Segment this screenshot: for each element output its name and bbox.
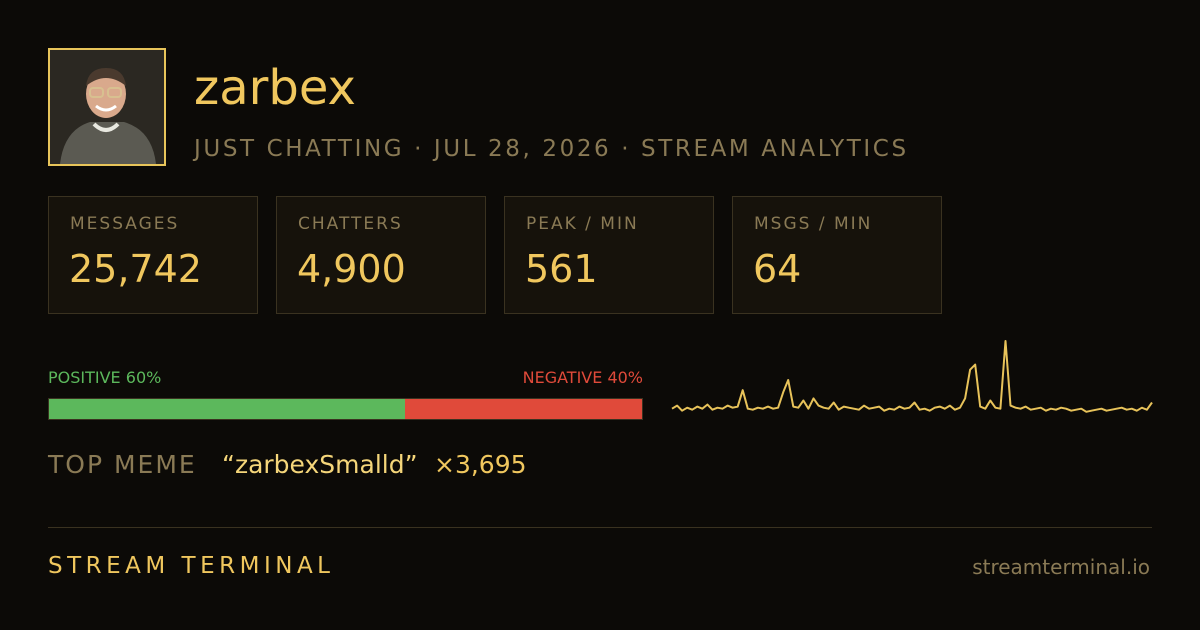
stat-value: 4,900 (297, 247, 406, 291)
stat-card: PEAK / MIN 561 (504, 196, 714, 314)
stat-label: MESSAGES (70, 214, 180, 234)
sparkline-chart (671, 340, 1153, 413)
negative-name: NEGATIVE (522, 368, 603, 387)
positive-name: POSITIVE (48, 368, 121, 387)
negative-value: 40% (607, 368, 643, 387)
url: streamterminal.io (972, 555, 1150, 579)
stat-value: 561 (525, 247, 598, 291)
top-meme-count: ×3,695 (434, 450, 527, 479)
sentiment-bar (48, 398, 643, 420)
avatar-image (50, 50, 164, 164)
stat-value: 64 (753, 247, 802, 291)
negative-label: NEGATIVE 40% (523, 368, 643, 387)
avatar (48, 48, 166, 166)
top-meme: “zarbexSmalld” (222, 450, 418, 479)
stat-value: 25,742 (69, 247, 202, 291)
positive-value: 60% (125, 368, 162, 387)
stat-card: MSGS / MIN 64 (732, 196, 942, 314)
negative-segment (404, 399, 642, 419)
subtitle: JUST CHATTING · JUL 28, 2026 · STREAM AN… (194, 136, 909, 162)
positive-label: POSITIVE 60% (48, 368, 161, 387)
brand: STREAM TERMINAL (48, 553, 335, 579)
top-meme-label: TOP MEME (48, 450, 197, 479)
stat-label: PEAK / MIN (526, 214, 639, 234)
divider (48, 527, 1152, 528)
sparkline (671, 340, 1153, 413)
stat-label: MSGS / MIN (754, 214, 873, 234)
stat-card: MESSAGES 25,742 (48, 196, 258, 314)
positive-segment (49, 399, 405, 419)
stat-card: CHATTERS 4,900 (276, 196, 486, 314)
username: zarbex (194, 60, 356, 116)
stat-label: CHATTERS (298, 214, 403, 234)
